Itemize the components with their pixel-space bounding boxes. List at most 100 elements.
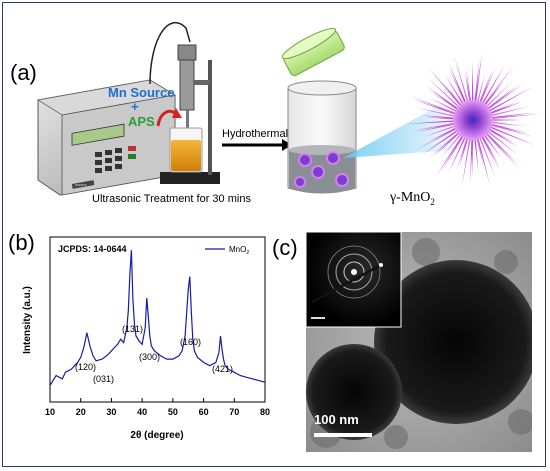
x-axis-label: 2θ (degree) [130,430,183,441]
urchin-spike [481,82,503,110]
urchin-spike [453,54,470,107]
x-tick-label: 10 [45,407,55,417]
x-tick-label: 60 [199,407,209,417]
urchin-spike [477,132,497,179]
peak-label-031: (031) [93,374,114,384]
urchin-spike [483,127,519,156]
device-display [71,123,125,146]
urchin-spike [485,124,536,146]
scale-bar-label: 100 nm [314,412,359,427]
peak-label-300: (300) [139,352,160,362]
ultrasonic-stand [160,44,220,184]
urchin-spike [420,115,460,120]
urchin-spike [409,96,461,116]
urchin-spike [483,82,524,113]
x-axis-ticks: 10 20 30 40 50 60 70 80 [45,398,270,417]
urchin-spike [416,107,460,118]
urchin-spike [484,126,519,148]
peak-label-160: (160) [180,337,201,347]
urchin-spike [470,133,474,183]
urchin-spike [479,65,505,109]
jar-particles [294,151,349,188]
urchin-spike [448,132,468,173]
urchin-spike [429,128,464,159]
urchin-spike [473,57,480,107]
urchin-spike [486,120,526,127]
saed-beam-stop [311,263,382,304]
peak-label-421: (421) [212,364,233,374]
urchin-particle-large [374,260,532,424]
urchin-spike [477,70,493,108]
urchin-spike [474,52,483,107]
urchin-spike [445,74,467,109]
urchin-spike [480,130,502,159]
urchin-spike [411,121,460,132]
urchin-spike [425,117,460,120]
urchin-spike [482,82,511,111]
beaker [169,127,203,173]
panel-a-scheme: SONICS [36,21,541,196]
saed-inset [306,232,402,328]
urchin-spike [429,68,465,110]
plus-sign: + [131,99,139,114]
urchin-spike [484,86,533,114]
mn-source-label: Mn Source [108,85,175,100]
urchin-particle-small [306,344,402,440]
peak-label-120: (120) [75,362,96,372]
urchin-spike [475,73,486,107]
urchin-spike [426,85,463,113]
hydrothermal-label: Hydrothermal [222,128,289,140]
urchin-spike [465,67,472,107]
device-cable [149,21,191,85]
urchin-spike [485,101,523,116]
urchin-spike [448,62,469,108]
urchin-spike [429,125,461,141]
zoom-beam [343,105,455,158]
figure-frame [2,2,546,467]
keypad [95,146,136,173]
urchin-spike [430,97,461,115]
urchin-spike [486,122,534,137]
device-brand: SONICS [75,183,87,187]
urchin-spike [420,127,462,156]
urchin-spike [475,133,484,167]
x-tick-label: 50 [168,407,178,417]
urchin-spike [486,119,521,121]
legend-label: MnO2 [229,245,249,256]
tem-image: 100 nm [306,232,532,452]
y-axis-label: Intensity (a.u.) [22,286,33,354]
jcpds-annotation: JCPDS: 14-0644 [58,244,127,254]
urchin-spike [480,65,514,110]
urchin-spike [486,113,541,120]
x-tick-label: 40 [137,407,147,417]
urchin-spike [482,129,518,165]
urchin-spike [459,133,470,167]
xrd-chart: 10 20 30 40 50 60 70 80 JCPDS: 14-0644 MnO2 (12… [22,236,270,441]
jar-lid [281,27,345,77]
aps-label: APS [128,114,155,129]
urchin-spike [413,99,461,117]
urchin-spike [477,66,496,108]
urchin-spike [439,131,467,174]
urchin-core [453,100,493,140]
urchin-spike [484,126,515,144]
ultrasonic-caption: Ultrasonic Treatment for 30 mins [92,193,251,205]
urchin-spike [471,62,474,107]
urchin-spike [429,90,462,113]
urchin-spike [473,133,479,173]
urchin-spike [461,133,472,188]
urchin-spike [443,82,465,110]
urchin-spike [482,129,520,170]
panel-c-label: (c) [272,235,298,260]
urchin-spike [405,119,460,125]
urchin-spike [486,122,530,134]
urchin-spike [441,130,465,157]
peak-label-131: (131) [122,324,143,334]
urchin-spike [426,77,464,112]
panel-a-label: (a) [10,60,37,85]
urchin-nanostructure [405,52,541,188]
urchin-spike [435,131,467,177]
x-tick-label: 70 [229,407,239,417]
x-tick-label: 80 [260,407,270,417]
urchin-spike [456,133,470,171]
